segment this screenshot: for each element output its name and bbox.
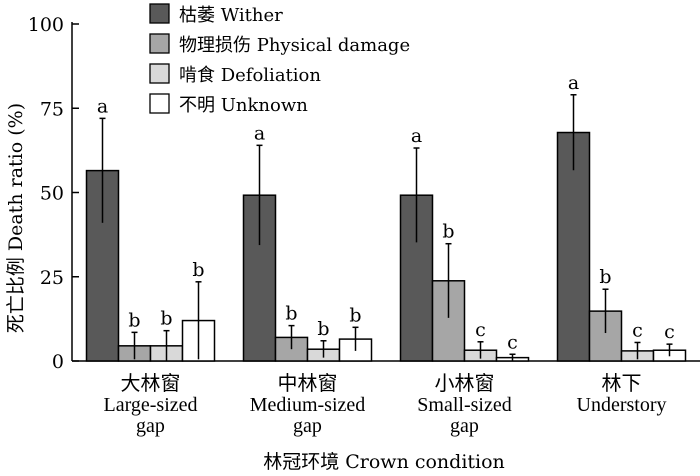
y-tick-label: 25: [40, 267, 64, 289]
significance-label: b: [599, 266, 611, 288]
x-tick-label: Understory: [577, 394, 667, 416]
legend-swatch: [149, 3, 170, 24]
x-tick-label: Small-sized: [417, 394, 511, 416]
x-tick-label: gap: [450, 415, 479, 437]
significance-label: a: [97, 95, 108, 117]
significance-label: b: [285, 303, 297, 325]
legend-entry: 啃食 Defoliation: [179, 65, 321, 86]
significance-label: a: [568, 72, 579, 94]
significance-label: b: [160, 308, 172, 330]
x-tick-label: Large-sized: [103, 394, 197, 416]
legend-entry: 枯萎 Wither: [179, 5, 283, 26]
legend: 枯萎 Wither 物理损伤 Physical damage 啃食 Defoliat…: [149, 3, 410, 116]
significance-label: b: [192, 259, 204, 281]
significance-label: c: [664, 321, 675, 343]
x-axis-label: 林冠环境 Crown condition: [263, 451, 505, 473]
bar: [556, 131, 591, 362]
significance-label: b: [128, 309, 140, 331]
x-tick-label: gap: [136, 415, 165, 437]
significance-label: b: [317, 318, 329, 340]
legend-swatch: [149, 33, 170, 54]
legend-entry: 物理损伤 Physical damage: [179, 35, 410, 56]
y-axis-label: 死亡比例 Death ratio (%): [5, 103, 27, 333]
significance-label: c: [475, 319, 486, 341]
x-tick-label: 林下: [602, 372, 642, 395]
significance-label: c: [507, 331, 518, 353]
y-tick-label: 100: [28, 14, 64, 36]
x-tick-label: 大林窗: [121, 372, 181, 395]
y-tick-label: 50: [40, 183, 64, 205]
x-tick-label: 小林窗: [435, 372, 495, 395]
legend-swatch: [149, 93, 170, 114]
x-tick-label: gap: [293, 415, 322, 437]
significance-label: c: [632, 319, 643, 341]
significance-label: a: [254, 122, 265, 144]
significance-label: b: [349, 304, 361, 326]
x-tick-label: Medium-sized: [250, 394, 366, 416]
x-axis: 大林窗Large-sizedgap中林窗Medium-sizedgap小林窗Sm…: [72, 360, 700, 437]
significance-label: b: [442, 221, 454, 243]
significance-label: a: [411, 125, 422, 147]
x-tick-label: 中林窗: [278, 372, 338, 395]
legend-swatch: [149, 63, 170, 84]
y-tick-label: 0: [52, 351, 64, 373]
y-axis: 0 25 50 75 100: [28, 14, 79, 373]
y-tick-label: 75: [40, 98, 64, 120]
legend-entry: 不明 Unknown: [179, 95, 308, 116]
